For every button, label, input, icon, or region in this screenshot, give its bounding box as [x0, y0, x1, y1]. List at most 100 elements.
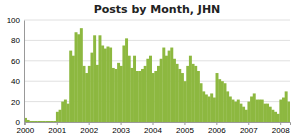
bar — [51, 121, 54, 122]
bar — [138, 71, 141, 122]
grid-line — [24, 40, 290, 41]
bar — [176, 64, 179, 122]
bar — [67, 104, 70, 122]
y-tick-label: 20 — [11, 98, 20, 107]
bar — [77, 34, 80, 122]
y-tick: 80 — [11, 36, 24, 45]
bar — [96, 65, 99, 122]
bar — [202, 91, 205, 122]
y-tick-label: 100 — [7, 16, 21, 25]
y-axis: 020406080100 — [7, 16, 25, 127]
bar — [149, 56, 152, 122]
bar — [189, 56, 192, 122]
bar — [154, 71, 157, 122]
grid-line — [24, 60, 290, 61]
bar — [69, 51, 72, 122]
x-tick-mark — [216, 122, 217, 125]
x-tick-label: 2006 — [208, 126, 226, 135]
y-tick: 40 — [11, 77, 24, 86]
bar — [80, 28, 83, 122]
bar — [101, 46, 104, 123]
x-axis: 2000 2001 2002 2003 2004 2005 2006 2007 2008 — [16, 122, 290, 135]
bar — [242, 107, 245, 122]
bar — [221, 81, 224, 122]
x-tick: 2001 — [48, 122, 66, 135]
bar — [250, 97, 253, 123]
bar — [253, 93, 256, 122]
bar — [245, 110, 248, 122]
bar — [274, 112, 277, 122]
bar — [120, 66, 123, 122]
bar — [83, 66, 86, 122]
y-tick-label: 40 — [11, 77, 20, 86]
bar — [200, 83, 203, 122]
x-tick-label: 2000 — [16, 126, 34, 135]
y-tick: 60 — [11, 57, 24, 66]
x-axis-line — [25, 123, 291, 126]
bar — [279, 100, 282, 122]
bar — [72, 56, 75, 122]
bars — [24, 28, 290, 122]
bar — [226, 91, 229, 122]
bar — [35, 121, 38, 122]
x-tick: 2005 — [176, 122, 194, 135]
bar — [282, 98, 285, 122]
x-tick-label: 2007 — [240, 126, 258, 135]
bar — [32, 121, 35, 122]
bar — [104, 49, 107, 122]
bar — [64, 100, 67, 122]
x-tick: 2003 — [112, 122, 130, 135]
x-tick: 2006 — [208, 122, 226, 135]
x-tick: 2002 — [80, 122, 98, 135]
bar — [98, 35, 101, 122]
x-tick: 2007 — [240, 122, 258, 135]
bar — [112, 68, 115, 122]
x-tick-mark — [57, 122, 58, 125]
y-tick: 20 — [11, 98, 24, 107]
bar — [229, 97, 232, 123]
bar — [261, 100, 264, 122]
bar — [45, 121, 48, 122]
x-tick-label: 2001 — [48, 126, 66, 135]
bar — [258, 100, 261, 122]
x-tick-label: 2008 — [272, 126, 290, 135]
bar — [255, 100, 258, 122]
bar — [271, 110, 274, 122]
bar — [168, 51, 171, 122]
bar — [237, 100, 240, 122]
bar — [197, 71, 200, 122]
bar — [266, 104, 269, 122]
x-tick-label: 2004 — [144, 126, 162, 135]
y-tick: 100 — [7, 16, 24, 25]
bar — [263, 104, 266, 122]
x-tick-mark — [184, 122, 185, 125]
bar — [27, 120, 30, 122]
x-tick-mark — [89, 122, 90, 125]
bar — [178, 69, 181, 122]
bar — [85, 73, 88, 122]
bar — [218, 79, 221, 122]
grid-line — [24, 20, 290, 21]
bar — [144, 66, 147, 122]
bar — [37, 121, 40, 122]
bar — [91, 53, 94, 122]
bar — [125, 38, 128, 122]
x-tick: 2008 — [272, 122, 290, 135]
bar — [61, 102, 64, 122]
bar — [133, 56, 136, 122]
x-tick-label: 2002 — [80, 126, 98, 135]
bar — [141, 69, 144, 122]
bar — [277, 114, 280, 122]
bar — [194, 66, 197, 122]
bar — [157, 66, 160, 122]
title: Posts by Month, JHN — [94, 3, 221, 16]
x-tick: 2004 — [144, 122, 162, 135]
bar — [43, 121, 46, 122]
bar — [213, 98, 216, 122]
bar — [208, 97, 211, 123]
bar — [106, 47, 109, 122]
y-tick-label: 80 — [11, 36, 20, 45]
bar — [269, 107, 272, 122]
x-tick-mark — [280, 122, 281, 125]
bar — [181, 73, 184, 122]
